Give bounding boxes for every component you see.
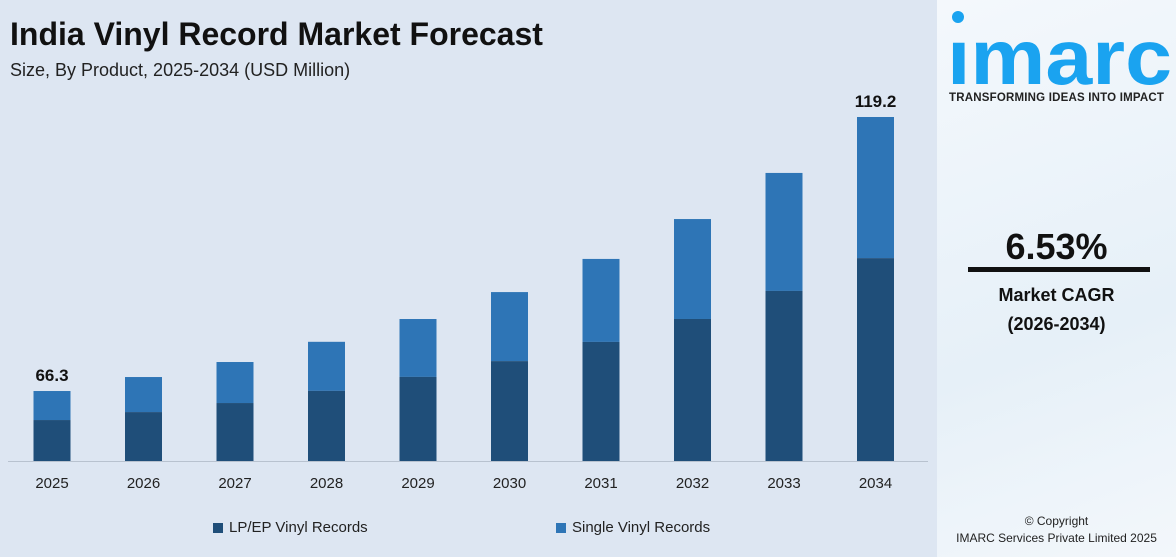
data-label-total: 119.2 <box>855 92 897 111</box>
x-tick-label: 2033 <box>767 475 800 492</box>
x-tick-label: 2031 <box>584 475 617 492</box>
bar-lp-ep-2034 <box>857 258 894 461</box>
bar-single-2033 <box>765 172 803 291</box>
imarc-logo: ımarc <box>947 11 1172 88</box>
bar-lp-ep-2027 <box>216 403 254 461</box>
bar-lp-ep-2032 <box>674 318 711 461</box>
cagr-label: Market CAGR <box>998 285 1115 305</box>
tagline: TRANSFORMING IDEAS INTO IMPACT <box>949 92 1165 104</box>
bar-single-2029 <box>399 319 437 377</box>
chart-subtitle: Size, By Product, 2025-2034 (USD Million… <box>10 60 351 80</box>
bar-single-2026 <box>125 377 162 413</box>
bar-lp-ep-2026 <box>125 412 162 461</box>
x-tick-label: 2029 <box>401 475 434 492</box>
data-label-total: 66.3 <box>35 366 68 385</box>
bar-lp-ep-2033 <box>765 290 803 461</box>
divider <box>968 267 1150 272</box>
bar-single-2031 <box>582 258 620 342</box>
legend-item-lp-ep: LP/EP Vinyl Records <box>213 519 368 536</box>
x-tick-label: 2026 <box>127 475 160 492</box>
x-tick-label: 2027 <box>218 475 251 492</box>
legend-swatch <box>556 522 566 533</box>
side-panel: ımarc TRANSFORMING IDEAS INTO IMPACT 6.5… <box>937 0 1176 557</box>
bar-lp-ep-2025 <box>33 420 71 461</box>
legend-item-single: Single Vinyl Records <box>556 519 710 536</box>
bar-lp-ep-2031 <box>582 341 620 461</box>
x-tick-label: 2034 <box>859 475 892 492</box>
bar-lp-ep-2030 <box>491 361 528 461</box>
svg-text:ımarc: ımarc <box>947 13 1172 88</box>
x-tick-label: 2030 <box>493 475 526 492</box>
bar-single-2034 <box>857 116 894 259</box>
chart-title: India Vinyl Record Market Forecast <box>10 16 543 52</box>
stacked-bar-chart: 2025 66.3 2026 2027 2028 2029 2030 2031 2032 2033… <box>8 92 928 492</box>
bar-single-2032 <box>674 219 711 319</box>
copyright: © Copyright <box>1024 514 1089 528</box>
x-tick-label: 2028 <box>310 475 343 492</box>
bar-single-2025 <box>33 391 71 421</box>
x-tick-label: 2032 <box>676 475 709 492</box>
cagr-period: (2026-2034) <box>1007 314 1106 334</box>
x-tick-label: 2025 <box>35 475 68 492</box>
bar-single-2030 <box>491 292 528 362</box>
bar-single-2027 <box>216 362 254 404</box>
bar-single-2028 <box>308 341 345 391</box>
legend-label: LP/EP Vinyl Records <box>229 519 368 536</box>
legend-swatch <box>213 522 223 533</box>
bar-lp-ep-2028 <box>308 390 345 461</box>
company-name: IMARC Services Private Limited 2025 <box>956 531 1157 545</box>
legend-label: Single Vinyl Records <box>572 519 711 536</box>
cagr-value: 6.53% <box>1005 226 1108 267</box>
bar-lp-ep-2029 <box>399 376 437 461</box>
